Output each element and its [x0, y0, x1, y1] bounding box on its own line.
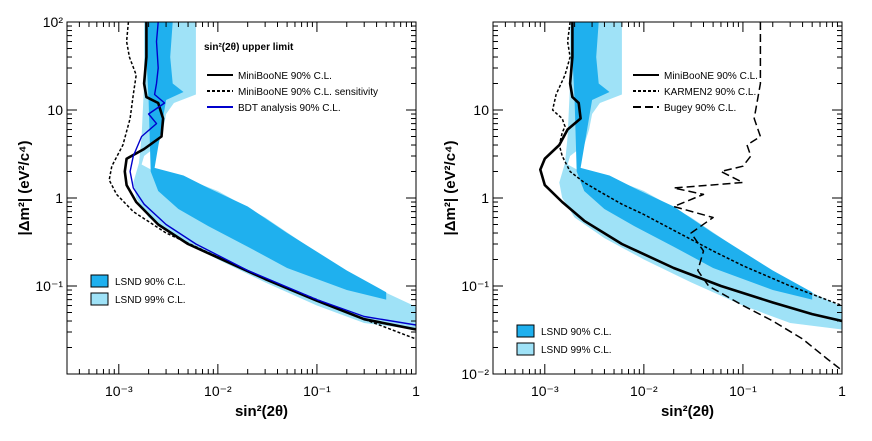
box-legend-swatch-lsnd-90-c-l: [516, 324, 535, 338]
y-tick-label: 10: [473, 102, 489, 118]
y-tick-label: 10: [47, 102, 63, 118]
x-tick-label: 1: [838, 383, 846, 399]
x-tick-label: 10⁻³: [531, 383, 559, 399]
box-legend-label-lsnd-90-c-l: LSND 90% C.L.: [115, 277, 186, 288]
x-tick-label: 10⁻¹: [303, 383, 331, 399]
region-lsnd-90-c-l: [146, 22, 387, 300]
plot-area: [539, 22, 842, 371]
plot-area: [108, 22, 416, 340]
box-legend-label-lsnd-99-c-l: LSND 99% C.L.: [115, 295, 186, 306]
x-tick-label: 10⁻²: [630, 383, 658, 399]
series-karmen2-90-c-l: [551, 22, 842, 307]
region-lsnd-90-c-l: [572, 22, 813, 300]
legend-label-bdt-analysis-90-c-l: BDT analysis 90% C.L.: [238, 103, 341, 114]
box-legend-label-lsnd-90-c-l: LSND 90% C.L.: [541, 327, 612, 338]
panel-left: 10⁻³ 10⁻² 10⁻¹ 1 10⁻¹ 1 10 10² sin²(2θ) |Δm²| (eV…: [16, 14, 420, 420]
box-legend-swatch-lsnd-90-c-l: [90, 274, 109, 288]
x-tick-label: 1: [412, 383, 420, 399]
y-tick-label: 10⁻¹: [461, 278, 489, 294]
y-tick-label: 10²: [43, 14, 64, 30]
legend-label-miniboone-90-c-l-sensitivity: MiniBooNE 90% C.L. sensitivity: [238, 87, 378, 98]
legend-label-miniboone-90-c-l: MiniBooNE 90% C.L.: [664, 71, 758, 82]
y-tick-label: 1: [55, 190, 63, 206]
x-axis-title: sin²(2θ): [235, 403, 288, 420]
series-bugey-90-c-l: [672, 22, 842, 371]
y-tick-label: 10⁻¹: [35, 278, 63, 294]
y-tick-label: 10⁻²: [461, 366, 489, 382]
legend-label-karmen2-90-c-l: KARMEN2 90% C.L.: [664, 87, 756, 98]
box-legend-swatch-lsnd-99-c-l: [516, 342, 535, 356]
x-tick-label: 10⁻²: [204, 383, 232, 399]
legend-label-miniboone-90-c-l: MiniBooNE 90% C.L.: [238, 71, 332, 82]
panel-right: 10⁻³ 10⁻² 10⁻¹ 1 10⁻² 10⁻¹ 1 10 sin²(2θ) |Δm²| (e…: [442, 21, 846, 420]
y-tick-label: 1: [481, 190, 489, 206]
box-legend-label-lsnd-99-c-l: LSND 99% C.L.: [541, 345, 612, 356]
series-miniboone-90-c-l-sensitivity: [108, 22, 416, 340]
x-tick-label: 10⁻¹: [729, 383, 757, 399]
series-miniboone-90-c-l: [539, 22, 842, 323]
y-axis-title: |Δm²| (eV²/c⁴): [442, 141, 459, 236]
series-bdt-analysis-90-c-l: [129, 22, 416, 326]
chart-title: sin²(2θ) upper limit: [204, 42, 294, 53]
y-axis-title: |Δm²| (eV²/c⁴): [16, 141, 33, 236]
legend-label-bugey-90-c-l: Bugey 90% C.L.: [664, 103, 736, 114]
x-axis-title: sin²(2θ): [661, 403, 714, 420]
box-legend-swatch-lsnd-99-c-l: [90, 292, 109, 306]
x-tick-label: 10⁻³: [105, 383, 133, 399]
